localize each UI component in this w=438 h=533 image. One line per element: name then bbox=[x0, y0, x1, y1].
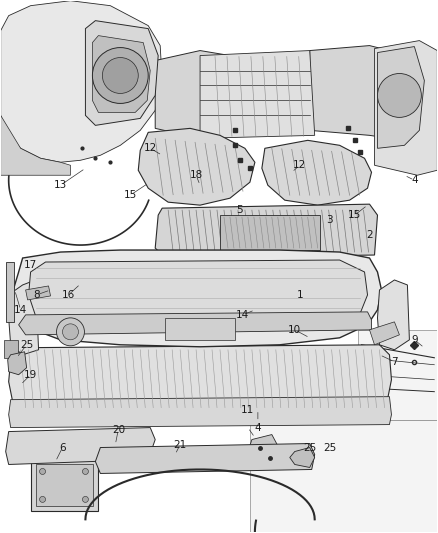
Bar bbox=[35, 464, 93, 506]
Circle shape bbox=[102, 58, 138, 93]
Polygon shape bbox=[6, 427, 155, 464]
Text: 15: 15 bbox=[348, 210, 361, 220]
Text: 25: 25 bbox=[303, 442, 316, 453]
Circle shape bbox=[39, 496, 46, 503]
Polygon shape bbox=[13, 250, 381, 347]
Text: 17: 17 bbox=[24, 260, 37, 270]
Text: 3: 3 bbox=[326, 215, 333, 225]
Bar bbox=[31, 459, 99, 511]
Text: 20: 20 bbox=[112, 425, 125, 434]
Polygon shape bbox=[200, 51, 314, 139]
Text: 19: 19 bbox=[24, 370, 37, 379]
Text: 18: 18 bbox=[190, 170, 203, 180]
Bar bbox=[165, 318, 235, 340]
Polygon shape bbox=[9, 345, 392, 415]
Text: 12: 12 bbox=[144, 143, 157, 154]
Polygon shape bbox=[155, 204, 378, 258]
Polygon shape bbox=[92, 36, 150, 112]
Text: 14: 14 bbox=[14, 305, 27, 315]
Polygon shape bbox=[1, 1, 162, 162]
Circle shape bbox=[82, 496, 88, 503]
Text: 10: 10 bbox=[288, 325, 301, 335]
Polygon shape bbox=[9, 280, 39, 355]
Polygon shape bbox=[25, 286, 50, 300]
Text: 5: 5 bbox=[237, 205, 243, 215]
Polygon shape bbox=[95, 443, 314, 473]
Circle shape bbox=[82, 469, 88, 474]
Polygon shape bbox=[85, 21, 158, 125]
Bar bbox=[357, 330, 437, 419]
Polygon shape bbox=[378, 280, 410, 350]
Circle shape bbox=[63, 324, 78, 340]
Text: 4: 4 bbox=[411, 175, 418, 185]
Bar bbox=[220, 215, 320, 250]
Text: 8: 8 bbox=[33, 290, 40, 300]
Polygon shape bbox=[9, 397, 392, 427]
Circle shape bbox=[92, 47, 148, 103]
Polygon shape bbox=[19, 312, 371, 335]
Bar bbox=[6, 262, 14, 322]
Polygon shape bbox=[370, 322, 399, 345]
Polygon shape bbox=[155, 51, 230, 139]
Text: 25: 25 bbox=[20, 340, 33, 350]
Polygon shape bbox=[290, 448, 314, 467]
Polygon shape bbox=[138, 128, 255, 205]
Text: 4: 4 bbox=[254, 423, 261, 433]
Text: 15: 15 bbox=[124, 190, 137, 200]
Text: 6: 6 bbox=[59, 442, 66, 453]
Bar bbox=[4, 340, 18, 358]
Text: 12: 12 bbox=[293, 160, 306, 170]
Polygon shape bbox=[262, 140, 371, 205]
Text: 9: 9 bbox=[411, 335, 418, 345]
Polygon shape bbox=[310, 46, 410, 139]
Text: 14: 14 bbox=[236, 310, 250, 320]
Text: 16: 16 bbox=[62, 290, 75, 300]
Polygon shape bbox=[8, 352, 27, 375]
Text: 7: 7 bbox=[391, 357, 398, 367]
Text: 25: 25 bbox=[323, 442, 336, 453]
Polygon shape bbox=[28, 260, 367, 330]
Polygon shape bbox=[1, 116, 71, 175]
Circle shape bbox=[39, 469, 46, 474]
Polygon shape bbox=[378, 46, 424, 148]
Text: 11: 11 bbox=[241, 405, 254, 415]
Bar bbox=[250, 419, 437, 532]
Polygon shape bbox=[248, 434, 280, 464]
Circle shape bbox=[378, 74, 421, 117]
Circle shape bbox=[57, 318, 85, 346]
Text: 1: 1 bbox=[297, 290, 303, 300]
Text: 13: 13 bbox=[54, 180, 67, 190]
Text: 21: 21 bbox=[173, 440, 187, 449]
Polygon shape bbox=[374, 41, 437, 175]
Text: 2: 2 bbox=[366, 230, 373, 240]
